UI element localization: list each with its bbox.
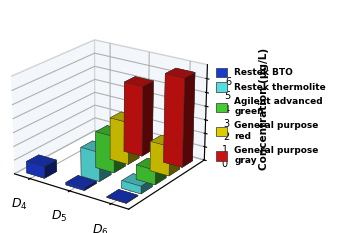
Legend: Restek BTO, Restek thermolite, Agilent advanced
green, General purpose
red, Gene: Restek BTO, Restek thermolite, Agilent a… xyxy=(213,64,330,169)
